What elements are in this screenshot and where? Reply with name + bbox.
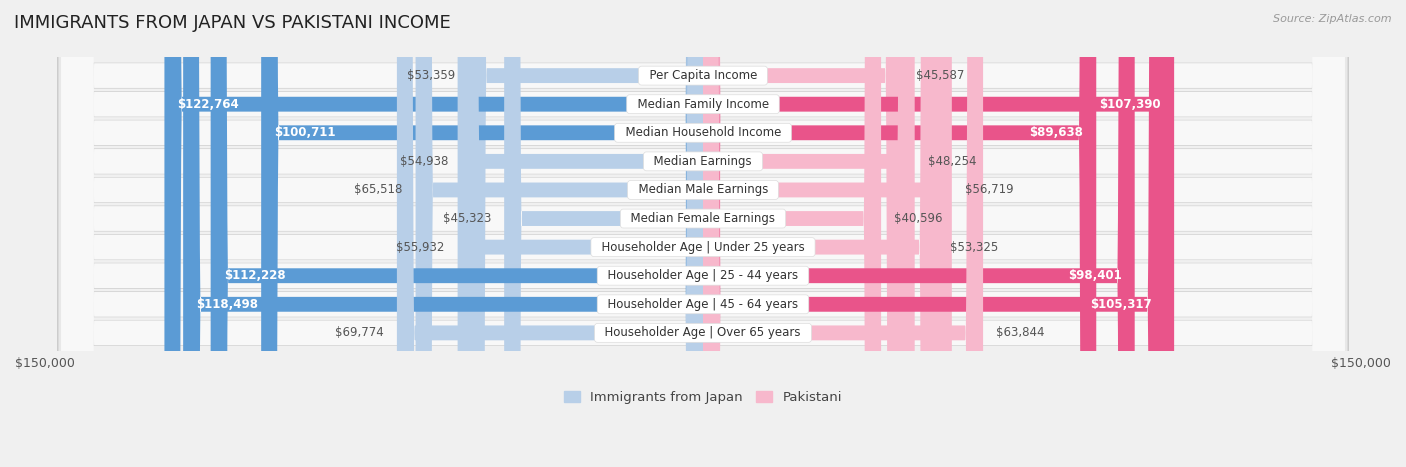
FancyBboxPatch shape [62,0,1344,467]
FancyBboxPatch shape [703,0,952,467]
Text: $45,587: $45,587 [917,69,965,82]
FancyBboxPatch shape [62,0,1344,467]
Text: $107,390: $107,390 [1099,98,1161,111]
Text: $65,518: $65,518 [354,184,402,197]
FancyBboxPatch shape [703,0,1166,467]
Text: $98,401: $98,401 [1067,269,1122,282]
FancyBboxPatch shape [165,0,703,467]
FancyBboxPatch shape [703,0,983,467]
FancyBboxPatch shape [703,0,915,467]
FancyBboxPatch shape [703,0,936,467]
Text: Source: ZipAtlas.com: Source: ZipAtlas.com [1274,14,1392,24]
FancyBboxPatch shape [463,0,703,467]
Text: $53,359: $53,359 [408,69,456,82]
Text: $48,254: $48,254 [928,155,976,168]
FancyBboxPatch shape [58,0,1348,467]
Text: $55,932: $55,932 [396,241,444,254]
FancyBboxPatch shape [62,0,1344,467]
FancyBboxPatch shape [62,0,1344,467]
Text: Householder Age | Over 65 years: Householder Age | Over 65 years [598,326,808,340]
FancyBboxPatch shape [58,0,1348,467]
Text: $100,711: $100,711 [274,126,336,139]
FancyBboxPatch shape [58,0,1348,467]
FancyBboxPatch shape [183,0,703,467]
Text: $45,323: $45,323 [443,212,491,225]
FancyBboxPatch shape [703,0,1135,467]
FancyBboxPatch shape [703,0,882,467]
Text: Median Household Income: Median Household Income [617,126,789,139]
FancyBboxPatch shape [416,0,703,467]
Text: IMMIGRANTS FROM JAPAN VS PAKISTANI INCOME: IMMIGRANTS FROM JAPAN VS PAKISTANI INCOM… [14,14,451,32]
FancyBboxPatch shape [58,0,1348,467]
Text: $69,774: $69,774 [335,326,384,340]
Text: Median Family Income: Median Family Income [630,98,776,111]
FancyBboxPatch shape [457,0,703,467]
Text: Median Female Earnings: Median Female Earnings [623,212,783,225]
FancyBboxPatch shape [262,0,703,467]
Text: $53,325: $53,325 [950,241,998,254]
Text: $54,938: $54,938 [401,155,449,168]
FancyBboxPatch shape [703,0,903,467]
Text: $122,764: $122,764 [177,98,239,111]
FancyBboxPatch shape [62,0,1344,467]
FancyBboxPatch shape [470,0,703,467]
Text: Median Male Earnings: Median Male Earnings [630,184,776,197]
FancyBboxPatch shape [396,0,703,467]
Legend: Immigrants from Japan, Pakistani: Immigrants from Japan, Pakistani [558,386,848,410]
FancyBboxPatch shape [58,0,1348,467]
FancyBboxPatch shape [58,0,1348,467]
Text: Householder Age | 25 - 44 years: Householder Age | 25 - 44 years [600,269,806,282]
FancyBboxPatch shape [505,0,703,467]
Text: $89,638: $89,638 [1029,126,1083,139]
Text: $112,228: $112,228 [224,269,285,282]
FancyBboxPatch shape [58,0,1348,467]
FancyBboxPatch shape [703,0,1174,467]
FancyBboxPatch shape [58,0,1348,467]
FancyBboxPatch shape [62,0,1344,467]
Text: $63,844: $63,844 [997,326,1045,340]
Text: $40,596: $40,596 [894,212,943,225]
FancyBboxPatch shape [62,0,1344,467]
Text: Householder Age | Under 25 years: Householder Age | Under 25 years [593,241,813,254]
Text: $118,498: $118,498 [197,298,259,311]
FancyBboxPatch shape [58,0,1348,467]
FancyBboxPatch shape [58,0,1348,467]
FancyBboxPatch shape [703,0,1097,467]
Text: $105,317: $105,317 [1090,298,1152,311]
Text: $56,719: $56,719 [965,184,1014,197]
Text: Median Earnings: Median Earnings [647,155,759,168]
FancyBboxPatch shape [62,0,1344,467]
FancyBboxPatch shape [62,0,1344,467]
FancyBboxPatch shape [62,0,1344,467]
FancyBboxPatch shape [211,0,703,467]
Text: Per Capita Income: Per Capita Income [641,69,765,82]
Text: Householder Age | 45 - 64 years: Householder Age | 45 - 64 years [600,298,806,311]
